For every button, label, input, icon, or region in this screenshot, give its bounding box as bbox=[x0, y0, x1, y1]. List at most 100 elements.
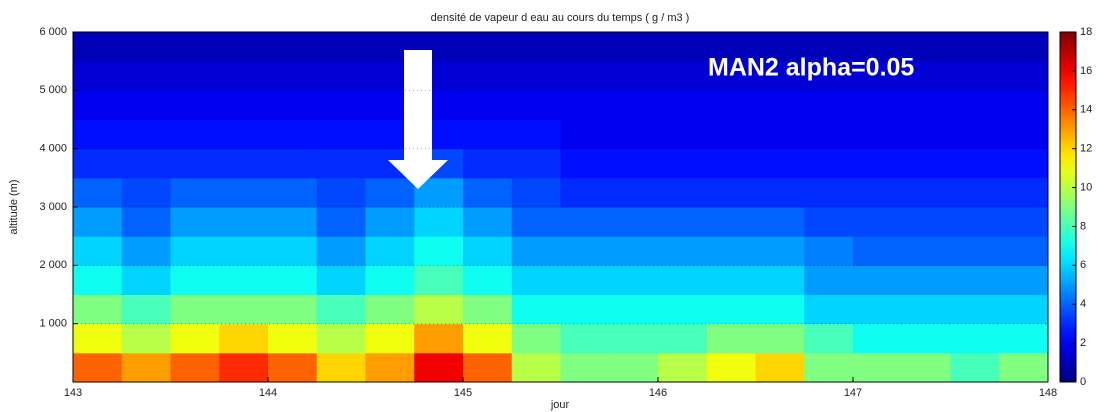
heatmap-cell bbox=[706, 90, 756, 120]
heatmap-cell bbox=[121, 148, 171, 179]
heatmap-cell bbox=[853, 236, 903, 266]
colorbar bbox=[1059, 31, 1077, 383]
heatmap-cell bbox=[706, 323, 756, 354]
x-tick-label: 145 bbox=[454, 387, 472, 399]
heatmap-cell bbox=[463, 323, 513, 354]
x-tick-label: 147 bbox=[844, 387, 862, 399]
heatmap-cell bbox=[706, 294, 756, 325]
heatmap-cell bbox=[853, 90, 903, 120]
heatmap-cell bbox=[755, 323, 805, 354]
heatmap-cell bbox=[901, 119, 951, 150]
heatmap-cell bbox=[853, 352, 903, 383]
heatmap-cell bbox=[950, 236, 1000, 266]
heatmap bbox=[73, 32, 1049, 383]
heatmap-cell bbox=[463, 148, 513, 179]
heatmap-cell bbox=[755, 61, 805, 91]
heatmap-cell bbox=[755, 119, 805, 150]
y-tick-label: 2 000 bbox=[39, 259, 67, 271]
heatmap-cell bbox=[219, 207, 269, 237]
heatmap-cell bbox=[950, 177, 1000, 208]
heatmap-cell bbox=[609, 265, 659, 295]
heatmap-cell bbox=[316, 323, 366, 354]
y-axis-label: altitude (m) bbox=[8, 179, 20, 234]
heatmap-cell bbox=[365, 323, 415, 354]
heatmap-cell bbox=[950, 61, 1000, 91]
heatmap-cell bbox=[804, 148, 854, 179]
heatmap-cell bbox=[268, 294, 318, 325]
heatmap-cell bbox=[365, 207, 415, 237]
heatmap-cell bbox=[170, 119, 220, 150]
heatmap-cell bbox=[706, 32, 756, 62]
colorbar-tick-label: 4 bbox=[1080, 298, 1086, 310]
heatmap-cell bbox=[463, 207, 513, 237]
heatmap-cell bbox=[73, 265, 123, 295]
heatmap-cell bbox=[463, 265, 513, 295]
heatmap-cell bbox=[950, 323, 1000, 354]
heatmap-cell bbox=[658, 352, 708, 383]
x-tick-label: 148 bbox=[1039, 387, 1057, 399]
heatmap-cell bbox=[658, 90, 708, 120]
heatmap-cell bbox=[170, 265, 220, 295]
heatmap-cell bbox=[73, 148, 123, 179]
heatmap-cell bbox=[511, 236, 561, 266]
heatmap-cell bbox=[73, 323, 123, 354]
heatmap-cell bbox=[560, 323, 610, 354]
heatmap-cell bbox=[755, 236, 805, 266]
heatmap-cell bbox=[804, 119, 854, 150]
colorbar-tick-label: 14 bbox=[1080, 104, 1092, 116]
heatmap-cell bbox=[755, 207, 805, 237]
heatmap-cell bbox=[316, 352, 366, 383]
heatmap-cell bbox=[706, 61, 756, 91]
heatmap-cell bbox=[755, 265, 805, 295]
heatmap-cell bbox=[658, 294, 708, 325]
heatmap-cell bbox=[511, 265, 561, 295]
heatmap-cell bbox=[511, 207, 561, 237]
heatmap-cell bbox=[414, 265, 464, 295]
heatmap-cell bbox=[511, 61, 561, 91]
heatmap-cell bbox=[511, 294, 561, 325]
heatmap-cell bbox=[73, 90, 123, 120]
heatmap-cell bbox=[268, 323, 318, 354]
heatmap-cell bbox=[219, 352, 269, 383]
heatmap-cell bbox=[999, 294, 1049, 325]
heatmap-cell bbox=[219, 177, 269, 208]
arrow-head bbox=[388, 160, 448, 189]
heatmap-cell bbox=[560, 207, 610, 237]
heatmap-cell bbox=[950, 352, 1000, 383]
heatmap-cell bbox=[658, 177, 708, 208]
heatmap-cell bbox=[560, 294, 610, 325]
heatmap-cell bbox=[316, 294, 366, 325]
colorbar-tick-label: 12 bbox=[1080, 143, 1092, 155]
y-tick-label: 1 000 bbox=[39, 318, 67, 330]
heatmap-cell bbox=[804, 207, 854, 237]
heatmap-cell bbox=[804, 294, 854, 325]
colorbar-tick-label: 6 bbox=[1080, 259, 1086, 271]
heatmap-cell bbox=[901, 323, 951, 354]
heatmap-cell bbox=[268, 32, 318, 62]
heatmap-cell bbox=[414, 323, 464, 354]
heatmap-cell bbox=[219, 61, 269, 91]
heatmap-cell bbox=[365, 352, 415, 383]
heatmap-cell bbox=[560, 236, 610, 266]
heatmap-cell bbox=[658, 148, 708, 179]
heatmap-cell bbox=[901, 148, 951, 179]
colorbar-tick-label: 8 bbox=[1080, 220, 1086, 232]
heatmap-cell bbox=[414, 294, 464, 325]
heatmap-cell bbox=[609, 207, 659, 237]
heatmap-cell bbox=[73, 177, 123, 208]
heatmap-cell bbox=[316, 236, 366, 266]
heatmap-cell bbox=[316, 119, 366, 150]
heatmap-cell bbox=[511, 352, 561, 383]
heatmap-cell bbox=[950, 32, 1000, 62]
heatmap-cell bbox=[316, 265, 366, 295]
heatmap-cell bbox=[511, 323, 561, 354]
heatmap-cell bbox=[853, 148, 903, 179]
heatmap-cell bbox=[901, 177, 951, 208]
heatmap-cell bbox=[121, 90, 171, 120]
heatmap-cell bbox=[950, 294, 1000, 325]
heatmap-cell bbox=[658, 265, 708, 295]
heatmap-cell bbox=[170, 236, 220, 266]
heatmap-cell bbox=[658, 32, 708, 62]
heatmap-cell bbox=[804, 177, 854, 208]
heatmap-cell bbox=[950, 90, 1000, 120]
